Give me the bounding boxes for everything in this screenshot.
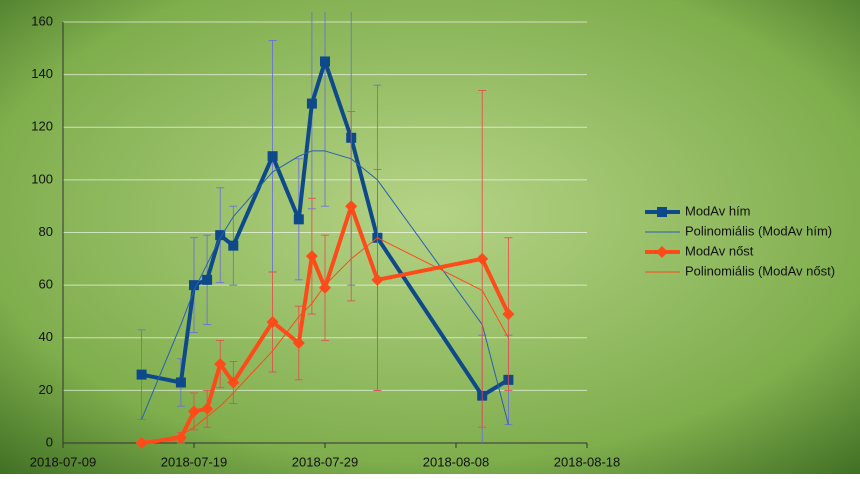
legend-label: Polinomiális (ModAv hím) [685,223,832,238]
trend-line [141,237,509,444]
marker [201,402,214,415]
y-tick-label: 40 [39,329,53,344]
marker [305,250,318,263]
legend-marker [656,246,668,258]
marker [175,377,186,388]
marker [227,376,240,389]
marker [174,431,187,444]
x-tick-label: 2018-07-19 [161,454,228,469]
marker [202,274,213,285]
marker [371,273,384,286]
y-tick-label: 80 [39,224,53,239]
marker [266,315,279,328]
marker [136,369,147,380]
marker [293,214,304,225]
y-tick-label: 20 [39,382,53,397]
trend-line [141,150,509,425]
marker [502,308,515,321]
marker [188,405,200,418]
legend-label: Polinomiális (ModAv nőst) [685,263,835,278]
y-tick-label: 120 [31,119,53,134]
y-tick-label: 60 [39,277,53,292]
marker [476,252,489,265]
x-tick-label: 2018-07-09 [30,454,97,469]
marker [345,200,358,213]
marker [228,240,239,251]
y-tick-label: 140 [31,66,53,81]
x-tick-label: 2018-07-29 [292,454,359,469]
marker [292,337,305,350]
x-tick-label: 2018-08-18 [554,454,621,469]
y-tick-label: 100 [31,171,53,186]
marker [319,281,331,294]
x-tick-label: 2018-08-08 [423,454,490,469]
marker [189,280,199,291]
marker [214,358,227,371]
marker [320,56,330,67]
y-tick-label: 160 [31,13,53,28]
marker [306,98,317,109]
legend-label: ModAv hím [685,203,751,218]
legend-label: ModAv nőst [685,243,754,258]
y-tick-label: 0 [46,434,53,449]
legend-marker [657,207,667,217]
marker [267,151,278,162]
marker [215,230,226,241]
